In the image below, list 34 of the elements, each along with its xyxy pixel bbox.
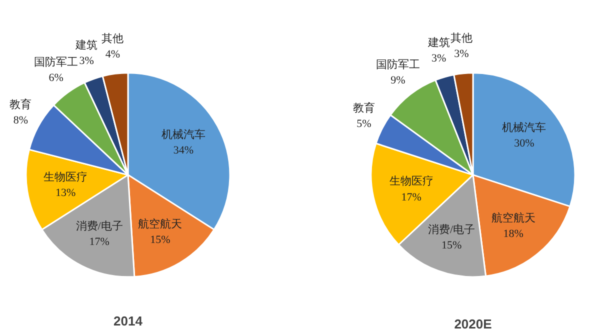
data-label: 15%: [150, 234, 170, 246]
slice-label: 国防军工: [376, 58, 420, 72]
data-label: 34%: [173, 144, 194, 157]
slice-label: 国防军工: [34, 56, 78, 69]
data-label: 30%: [514, 137, 534, 150]
slice-label: 生物医疗: [389, 174, 434, 188]
slice-label: 航空航天: [138, 218, 182, 231]
text: 2020E: [454, 316, 492, 332]
slice-label: 其他: [102, 32, 124, 45]
text: 2014: [114, 314, 144, 328]
slice-label: 航空航天: [491, 212, 536, 225]
data-label: 3%: [454, 48, 469, 60]
slice-label: 消费/电子: [428, 222, 476, 236]
slice-label: 教育: [10, 98, 32, 111]
data-label: 5%: [356, 118, 372, 130]
slice-label: 其他: [450, 31, 472, 44]
data-label: 4%: [105, 48, 120, 61]
data-label: 8%: [13, 114, 28, 126]
slice-label: 机械汽车: [161, 128, 206, 141]
slice-label: 建筑: [74, 38, 98, 52]
slice-label: 生物医疗: [44, 170, 88, 184]
slice-label: 教育: [352, 101, 375, 114]
slice-label: 建筑: [426, 36, 450, 50]
data-label: 15%: [441, 240, 462, 252]
data-label: 17%: [89, 236, 110, 248]
data-label: 18%: [503, 228, 524, 240]
data-label: 17%: [401, 191, 422, 204]
data-label: 6%: [48, 72, 64, 84]
data-label: 3%: [79, 55, 94, 68]
slice-label: 机械汽车: [502, 120, 546, 134]
data-label: 13%: [55, 187, 76, 200]
data-label: 9%: [390, 74, 406, 87]
data-label: 3%: [432, 52, 446, 65]
slice-label: 消费/电子: [76, 220, 123, 233]
